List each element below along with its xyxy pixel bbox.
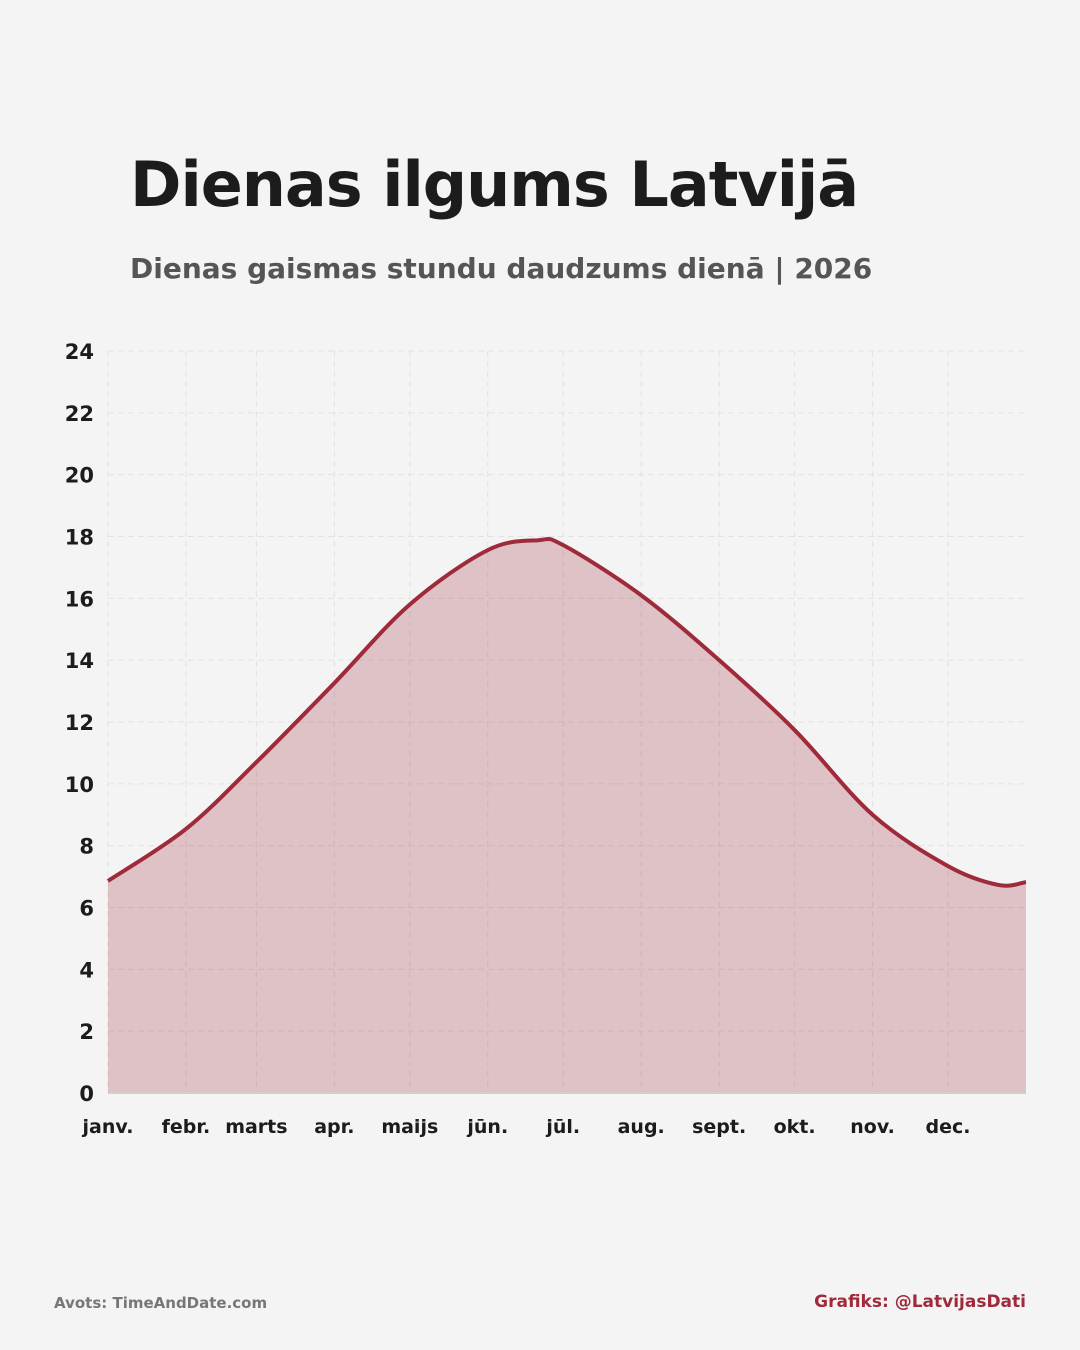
y-tick-label: 14: [65, 649, 94, 673]
chart-subtitle: Dienas gaismas stundu daudzums dienā | 2…: [130, 252, 873, 285]
y-tick-label: 20: [65, 464, 94, 488]
x-tick-label: aug.: [618, 1116, 665, 1138]
x-axis-ticks: janv. febr. marts apr. maijs jūn. jūl. aug. sept…: [82, 1116, 971, 1138]
x-tick-label: apr.: [314, 1116, 354, 1138]
y-tick-label: 12: [65, 711, 94, 735]
y-tick-label: 10: [65, 773, 94, 797]
x-tick-label: nov.: [850, 1116, 895, 1138]
x-tick-label: janv.: [82, 1116, 134, 1138]
x-tick-label: jūl.: [545, 1116, 580, 1138]
x-tick-label: sept.: [692, 1116, 746, 1138]
x-tick-label: maijs: [381, 1116, 438, 1138]
x-tick-label: jūn.: [466, 1116, 508, 1138]
y-tick-label: 4: [79, 958, 94, 982]
x-tick-label: febr.: [162, 1116, 211, 1138]
chart-title: Dienas ilgums Latvijā: [130, 148, 859, 221]
x-tick-label: dec.: [926, 1116, 971, 1138]
y-tick-label: 18: [65, 526, 94, 550]
area-fill: [108, 538, 1026, 1093]
credit-note: Grafiks: @LatvijasDati: [814, 1292, 1026, 1312]
source-note: Avots: TimeAndDate.com: [54, 1294, 268, 1312]
y-tick-label: 0: [79, 1082, 94, 1106]
y-tick-label: 6: [79, 897, 94, 921]
y-tick-label: 2: [79, 1020, 94, 1044]
y-tick-label: 22: [65, 402, 94, 426]
x-tick-label: marts: [225, 1116, 287, 1138]
grid: [107, 350, 1026, 1093]
series-line: [106, 536, 1027, 888]
x-tick-label: okt.: [774, 1116, 816, 1138]
y-tick-label: 8: [79, 835, 94, 859]
y-tick-label: 16: [65, 587, 94, 611]
y-tick-label: 24: [65, 340, 94, 364]
